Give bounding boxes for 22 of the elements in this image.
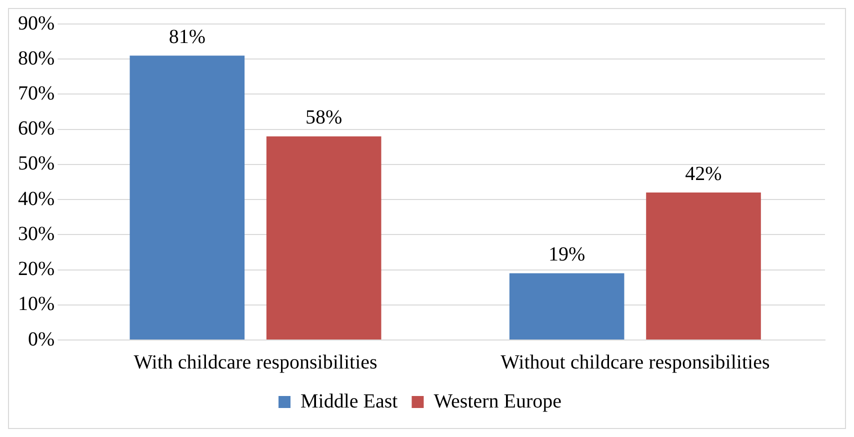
y-tick-label: 30% xyxy=(18,222,55,245)
y-tick-label: 70% xyxy=(18,82,55,104)
data-label: 58% xyxy=(306,106,342,129)
legend-label: Western Europe xyxy=(434,390,562,412)
y-tick-label: 80% xyxy=(18,47,55,70)
data-label: 42% xyxy=(685,162,722,185)
bar xyxy=(646,192,761,340)
bar xyxy=(266,136,382,340)
bar xyxy=(130,56,245,340)
y-tick-label: 10% xyxy=(18,293,55,316)
y-tick-label: 90% xyxy=(18,12,55,34)
x-tick-label: Without childcare responsibilities xyxy=(500,351,770,374)
y-tick-label: 20% xyxy=(18,258,55,280)
y-tick-label: 60% xyxy=(18,118,55,140)
y-tick-label: 50% xyxy=(18,152,55,175)
y-tick-label: 0% xyxy=(28,328,55,350)
y-tick-label: 40% xyxy=(18,188,55,210)
x-tick-label: With childcare responsibilities xyxy=(134,351,378,374)
data-label: 81% xyxy=(168,26,206,48)
data-label: 19% xyxy=(548,244,586,266)
bar xyxy=(509,273,624,340)
legend-label: Middle East xyxy=(300,390,398,412)
